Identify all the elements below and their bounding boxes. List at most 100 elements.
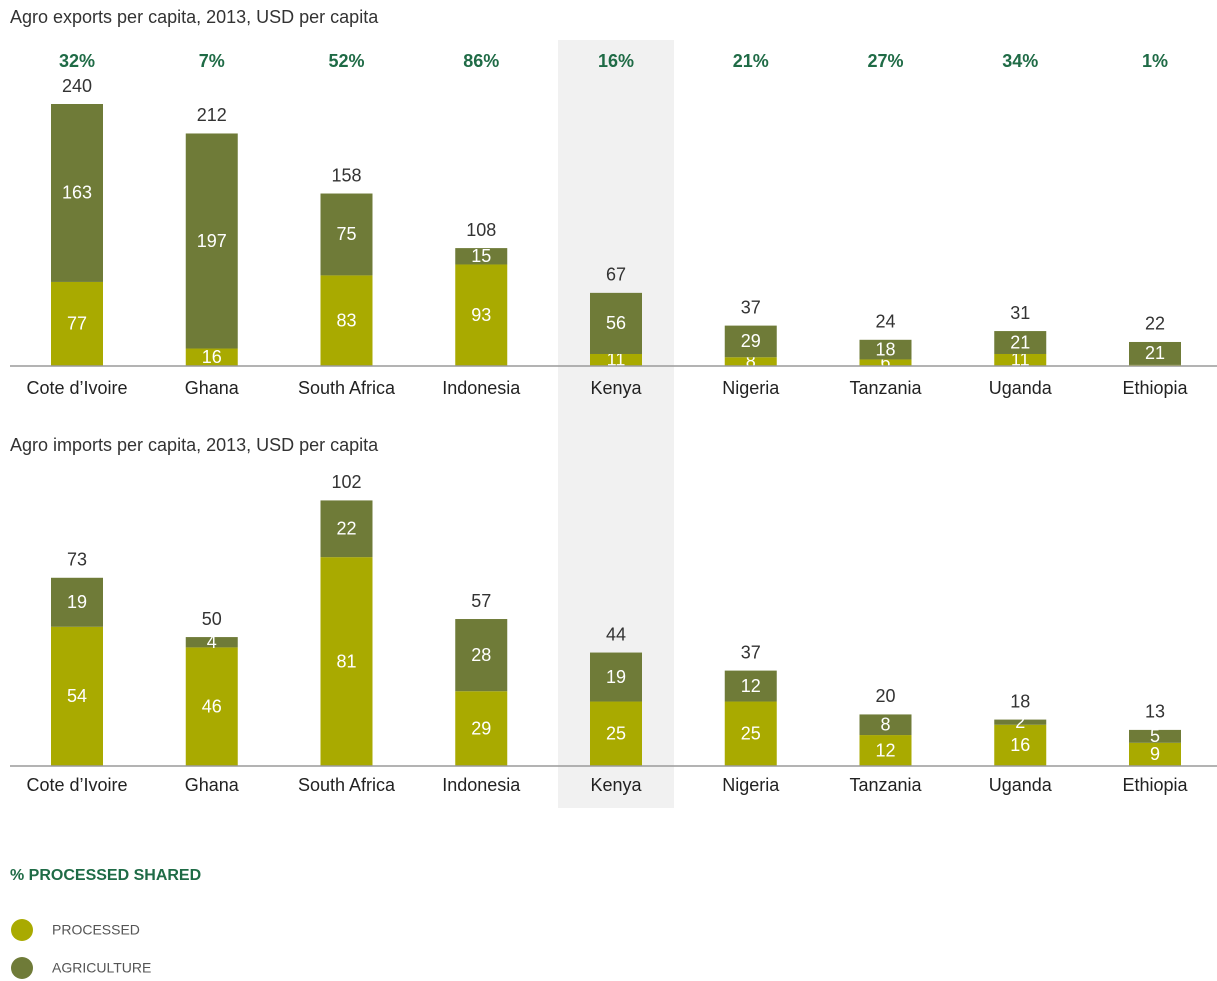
bar-segment <box>994 353 1047 366</box>
share-label: 7% <box>199 51 225 71</box>
segment-label: 11 <box>607 350 626 370</box>
x-tick-label: South Africa <box>298 775 396 795</box>
bar-segment <box>994 719 1047 725</box>
bar-segment <box>185 348 238 366</box>
segment-label: 29 <box>471 718 491 738</box>
bar-segment <box>185 637 238 648</box>
share-label: 27% <box>867 51 903 71</box>
bar-segment <box>859 359 912 366</box>
share-label: 34% <box>1002 51 1038 71</box>
share-label: 16% <box>598 51 634 71</box>
x-tick-label: Ghana <box>185 775 240 795</box>
x-tick-label: Kenya <box>590 378 642 398</box>
bar-segment <box>320 557 373 766</box>
bar-segment <box>724 670 777 702</box>
total-label: 50 <box>202 609 222 629</box>
segment-label: 163 <box>62 183 92 203</box>
legend-title: % PROCESSED SHARED <box>10 867 201 884</box>
segment-label: 16 <box>202 347 222 367</box>
bar-segment <box>1129 729 1181 743</box>
x-tick-label: Tanzania <box>849 775 922 795</box>
share-label: 1% <box>1142 51 1168 71</box>
total-label: 37 <box>741 642 761 662</box>
total-label: 37 <box>741 297 761 317</box>
bar-segment <box>590 353 642 366</box>
share-label: 52% <box>328 51 364 71</box>
x-tick-label: Cote d’Ivoire <box>26 378 127 398</box>
share-label: 32% <box>59 51 95 71</box>
segment-label: 15 <box>471 246 491 266</box>
segment-label: 21 <box>1010 332 1030 352</box>
x-tick-label: Ghana <box>185 378 240 398</box>
segment-label: 197 <box>197 231 227 251</box>
total-label: 158 <box>331 165 361 185</box>
segment-label: 2 <box>1015 712 1025 732</box>
total-label: 31 <box>1010 303 1030 323</box>
bar-segment <box>455 691 508 766</box>
segment-label: 83 <box>336 310 356 330</box>
total-label: 212 <box>197 105 227 125</box>
chart-title: Agro imports per capita, 2013, USD per c… <box>10 435 379 455</box>
x-tick-label: Nigeria <box>722 378 780 398</box>
bar-segment <box>320 275 373 366</box>
total-label: 44 <box>606 624 626 644</box>
total-label: 13 <box>1145 702 1165 722</box>
bar-segment <box>1129 742 1181 766</box>
segment-label: 18 <box>875 339 895 359</box>
bar-segment <box>455 264 508 366</box>
bar-segment <box>455 248 508 265</box>
segment-label: 46 <box>202 696 222 716</box>
bar-segment <box>994 331 1047 354</box>
legend-swatch <box>11 957 33 979</box>
bar-segment <box>185 647 238 766</box>
x-tick-label: Indonesia <box>442 378 521 398</box>
segment-label: 19 <box>606 667 626 687</box>
bar-segment <box>590 652 642 702</box>
bar-segment <box>590 701 642 766</box>
bar-segment <box>590 292 642 354</box>
segment-label: 8 <box>880 714 890 734</box>
bar-segment <box>724 325 777 358</box>
share-label: 86% <box>463 51 499 71</box>
bar-segment <box>859 339 912 360</box>
segment-label: 6 <box>880 352 890 372</box>
segment-label: 81 <box>336 651 356 671</box>
segment-label: 29 <box>741 331 761 351</box>
bar-segment <box>859 714 912 736</box>
segment-label: 25 <box>741 724 761 744</box>
bar-segment <box>51 577 103 627</box>
segment-label: 21 <box>1145 343 1165 363</box>
total-label: 57 <box>471 591 491 611</box>
total-label: 108 <box>466 220 496 240</box>
bar-segment <box>724 701 777 766</box>
total-label: 240 <box>62 76 92 96</box>
bar-segment <box>994 724 1047 766</box>
bar-segment <box>51 104 103 282</box>
x-tick-label: Uganda <box>989 378 1053 398</box>
x-tick-label: Nigeria <box>722 775 780 795</box>
legend-label: PROCESSED <box>52 922 140 938</box>
x-tick-label: Ethiopia <box>1122 378 1188 398</box>
segment-label: 4 <box>207 632 217 652</box>
bar-segment <box>51 626 103 766</box>
segment-label: 5 <box>1150 726 1160 746</box>
total-label: 22 <box>1145 314 1165 334</box>
bar-segment <box>320 193 373 276</box>
bar-segment <box>1129 341 1181 365</box>
bar-segment <box>185 133 238 349</box>
segment-label: 25 <box>606 724 626 744</box>
bar-segment <box>724 357 777 366</box>
segment-label: 16 <box>1010 735 1030 755</box>
x-tick-label: Kenya <box>590 775 642 795</box>
segment-label: 28 <box>471 645 491 665</box>
segment-label: 75 <box>336 224 356 244</box>
x-tick-label: Uganda <box>989 775 1053 795</box>
x-tick-label: Ethiopia <box>1122 775 1188 795</box>
bar-segment <box>320 500 373 558</box>
segment-label: 11 <box>1011 350 1030 370</box>
segment-label: 54 <box>67 686 87 706</box>
segment-label: 12 <box>875 740 895 760</box>
bar-segment <box>859 735 912 766</box>
segment-label: 9 <box>1150 744 1160 764</box>
